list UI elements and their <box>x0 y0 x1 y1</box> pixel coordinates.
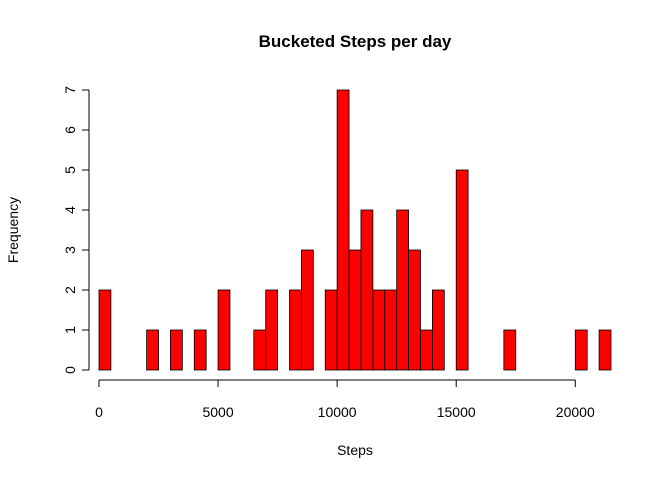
y-tick-label: 1 <box>62 326 78 334</box>
y-tick-label: 0 <box>62 366 78 374</box>
histogram-bar <box>301 249 314 371</box>
y-tick-label: 4 <box>62 206 78 214</box>
histogram-bar <box>598 329 612 371</box>
histogram-bar <box>193 329 207 371</box>
y-tick-label: 2 <box>62 286 78 294</box>
histogram-bar <box>360 209 374 371</box>
x-tick-label: 0 <box>95 404 103 420</box>
histogram-bar <box>98 289 112 371</box>
histogram-bar <box>372 289 386 371</box>
histogram-bar <box>336 89 350 371</box>
histogram-bar <box>431 289 445 371</box>
x-tick-label: 15000 <box>437 404 476 420</box>
x-axis-label: Steps <box>337 442 373 458</box>
histogram-bar <box>217 289 231 371</box>
chart-title: Bucketed Steps per day <box>259 32 452 51</box>
histogram-bar <box>170 329 183 371</box>
x-axis: 0 5000 10000 15000 20000 <box>95 379 595 420</box>
x-tick-label: 5000 <box>202 404 233 420</box>
histogram-bar <box>253 329 267 371</box>
histogram-bar <box>265 289 279 371</box>
y-axis-label: Frequency <box>5 197 21 263</box>
histogram-bar <box>396 209 409 371</box>
y-tick-label: 5 <box>62 166 78 174</box>
y-tick-label: 3 <box>62 246 78 254</box>
x-tick-label: 20000 <box>556 404 595 420</box>
y-tick-label: 7 <box>62 86 78 94</box>
x-tick-label: 10000 <box>318 404 357 420</box>
histogram-bar <box>455 169 469 371</box>
histogram-bar <box>408 249 421 371</box>
bars-group <box>98 89 612 371</box>
histogram-bar <box>289 289 302 371</box>
histogram-bar <box>324 289 338 371</box>
histogram-bar <box>348 249 362 371</box>
histogram-bar <box>503 329 517 371</box>
histogram-bar <box>574 329 588 371</box>
histogram-bar <box>420 329 433 371</box>
y-axis: 0 1 2 3 4 5 6 7 <box>62 86 90 374</box>
histogram-bar <box>146 329 159 371</box>
y-tick-label: 6 <box>62 126 78 134</box>
histogram-bar <box>384 289 398 371</box>
